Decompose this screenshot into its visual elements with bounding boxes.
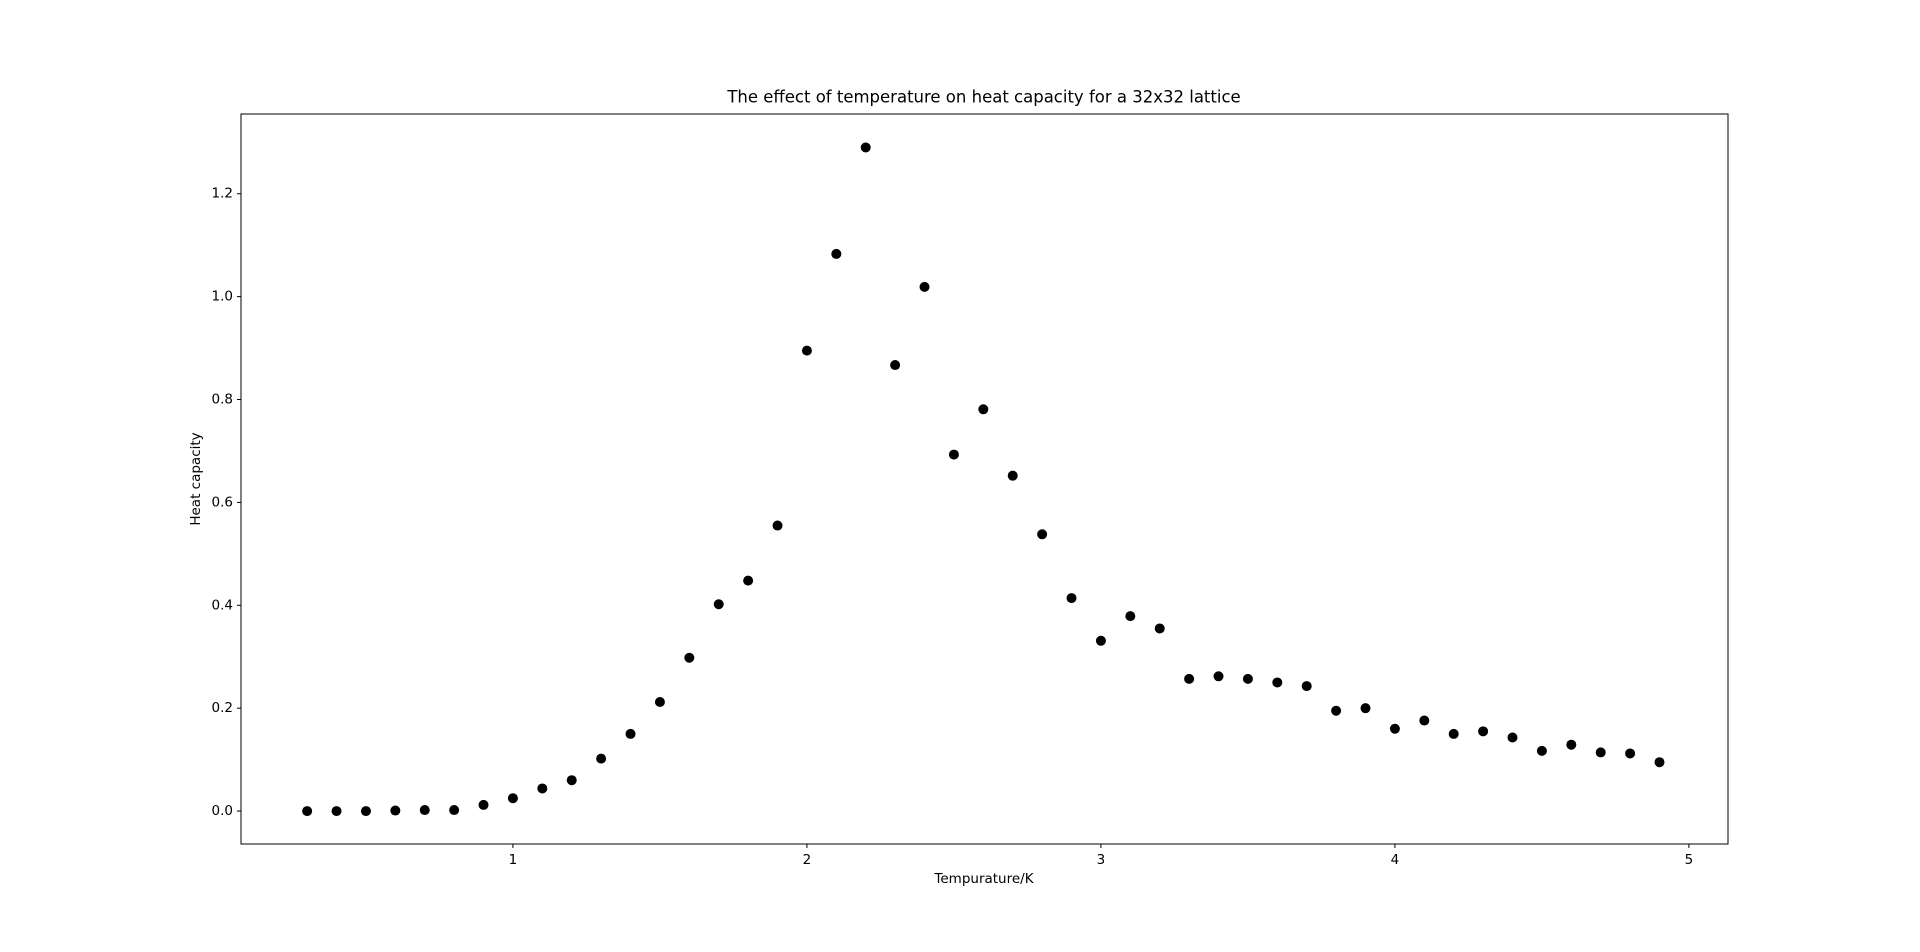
- point: [1360, 703, 1371, 714]
- y-tick-label: 0.6: [212, 494, 233, 510]
- point: [1095, 635, 1106, 646]
- point: [1007, 470, 1018, 481]
- point: [1566, 739, 1577, 750]
- point: [1419, 715, 1430, 726]
- point: [478, 799, 489, 810]
- point: [1654, 757, 1665, 768]
- point: [919, 281, 930, 292]
- point: [390, 805, 401, 816]
- point: [1125, 611, 1136, 622]
- point: [1242, 673, 1253, 684]
- x-tick-label: 4: [1391, 852, 1400, 868]
- point: [890, 360, 901, 371]
- point: [684, 652, 695, 663]
- y-tick-label: 0.4: [212, 597, 233, 613]
- point: [1507, 732, 1518, 743]
- point: [1154, 623, 1165, 634]
- y-axis-label: Heat capacity: [188, 432, 204, 525]
- y-tick-label: 0.2: [212, 700, 233, 716]
- point: [507, 793, 518, 804]
- x-tick-label: 5: [1685, 852, 1694, 868]
- point: [1478, 726, 1489, 737]
- x-axis-label: Tempurature/K: [933, 871, 1034, 887]
- point: [537, 783, 548, 794]
- point: [596, 753, 607, 764]
- point: [331, 806, 342, 817]
- point: [625, 728, 636, 739]
- point: [1536, 745, 1547, 756]
- plot-frame: [240, 113, 1729, 845]
- point: [566, 775, 577, 786]
- point: [1184, 673, 1195, 684]
- y-tick-label: 0.8: [212, 392, 233, 408]
- point: [772, 520, 783, 531]
- point: [654, 697, 665, 708]
- point: [1448, 728, 1459, 739]
- point: [1037, 529, 1048, 540]
- point: [978, 404, 989, 415]
- point: [713, 599, 724, 610]
- point: [948, 449, 959, 460]
- y-tick-label: 1.0: [212, 289, 233, 305]
- point: [860, 142, 871, 153]
- point: [419, 805, 430, 816]
- y-tick-label: 1.2: [212, 186, 233, 202]
- y-tick-label: 0.0: [212, 803, 233, 819]
- point: [302, 806, 313, 817]
- point: [360, 806, 371, 817]
- x-tick-label: 2: [803, 852, 812, 868]
- point: [1595, 747, 1606, 758]
- point: [1301, 681, 1312, 692]
- point: [1331, 705, 1342, 716]
- point: [1389, 723, 1400, 734]
- chart-title: The effect of temperature on heat capaci…: [726, 88, 1240, 107]
- point: [831, 248, 842, 259]
- point: [1272, 677, 1283, 688]
- x-tick-label: 1: [509, 852, 518, 868]
- x-tick-label: 3: [1097, 852, 1106, 868]
- point: [1625, 748, 1636, 759]
- point: [1066, 593, 1077, 604]
- point: [801, 345, 812, 356]
- point: [743, 575, 754, 586]
- point: [1213, 671, 1224, 682]
- point: [449, 805, 460, 816]
